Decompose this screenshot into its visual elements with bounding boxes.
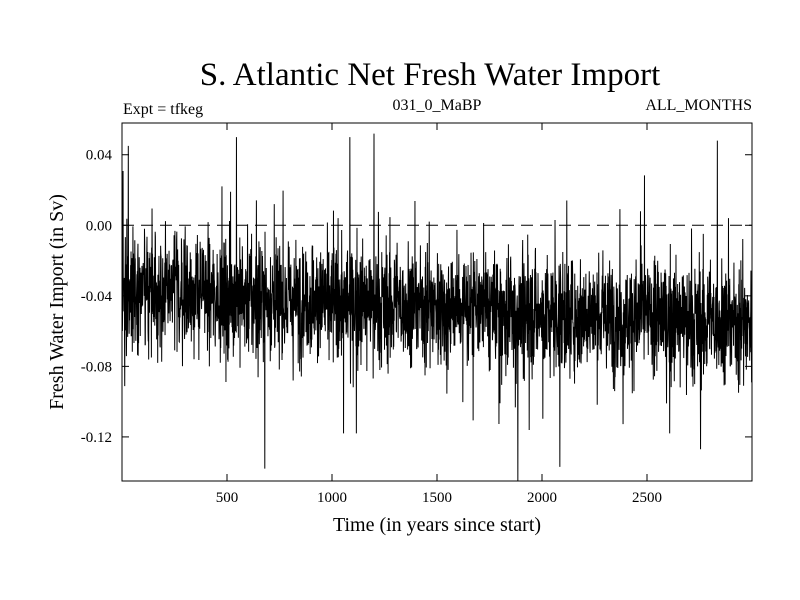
chart-title: S. Atlantic Net Fresh Water Import [200, 57, 661, 93]
y-tick-label: -0.12 [81, 430, 112, 446]
y-tick-label: -0.04 [81, 289, 113, 305]
y-axis-ticks: 0.04 0.00 -0.04 -0.08 -0.12 [81, 148, 752, 446]
x-tick-label: 500 [216, 490, 239, 506]
x-axis-ticks: 500 1000 1500 2000 2500 [216, 123, 662, 506]
x-tick-label: 2000 [527, 490, 557, 506]
x-tick-label: 1500 [422, 490, 452, 506]
series-line [121, 133, 753, 482]
x-axis-label: Time (in years since start) [333, 514, 541, 536]
subtitle-period: 031_0_MaBP [393, 97, 482, 114]
x-tick-label: 2500 [632, 490, 662, 506]
subtitle-experiment: Expt = tfkeg [123, 101, 203, 118]
y-tick-label: -0.08 [81, 359, 112, 375]
plot-area: 500 1000 1500 2000 2500 0.04 0.00 -0.04 -0.08 -0… [81, 122, 753, 506]
y-tick-label: 0.04 [86, 148, 113, 164]
subtitle-months: ALL_MONTHS [645, 97, 752, 114]
x-tick-label: 1000 [317, 490, 347, 506]
y-tick-label: 0.00 [86, 218, 112, 234]
y-axis-label: Fresh Water Import (in Sv) [46, 194, 68, 410]
